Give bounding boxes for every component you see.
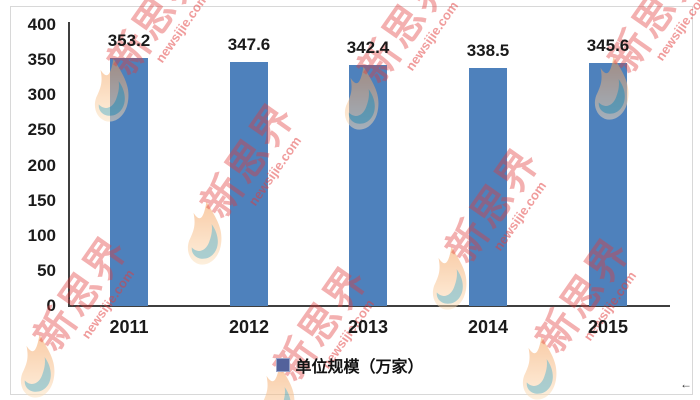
y-tick-label: 200 — [27, 155, 56, 175]
value-label: 338.5 — [466, 41, 510, 61]
value-label: 345.6 — [586, 36, 630, 56]
y-tick-label: 150 — [27, 190, 56, 210]
legend-label: 单位规模（万家） — [295, 359, 424, 376]
y-tick-label: 0 — [46, 296, 56, 315]
x-tick-label: 2013 — [347, 317, 389, 337]
y-tick-label: 50 — [37, 260, 56, 280]
legend: 单位规模（万家） — [0, 354, 700, 376]
x-axis-line — [68, 305, 670, 307]
y-tick-label: 100 — [27, 225, 56, 245]
bar-2013 — [349, 65, 387, 306]
legend-marker-icon — [276, 358, 291, 372]
y-tick-label: 400 — [27, 15, 56, 34]
watermark-logo: 新思界 newsijie.com — [321, 0, 479, 135]
x-tick-label: 2012 — [228, 317, 270, 337]
y-tick-label: 250 — [27, 120, 56, 140]
bar-2011 — [110, 57, 148, 306]
watermark-logo: 新思界 newsijie.com — [71, 0, 229, 127]
bar-2012 — [230, 61, 268, 306]
bar-2014 — [469, 68, 507, 306]
value-label: 353.2 — [107, 30, 151, 50]
y-tick-label: 350 — [27, 50, 56, 70]
x-tick-label: 2011 — [109, 317, 149, 337]
watermark-domain-text: newsijie.com — [652, 0, 700, 64]
y-tick-label: 300 — [27, 85, 56, 105]
value-label: 347.6 — [227, 34, 271, 54]
watermark-domain-text: newsijie.com — [402, 0, 461, 74]
value-label: 342.4 — [346, 38, 390, 58]
cursor-arrow-icon: ← — [680, 377, 692, 391]
bar-2015 — [589, 63, 627, 306]
x-tick-label: 2014 — [467, 317, 509, 337]
y-axis-line — [68, 22, 70, 307]
x-tick-label: 2015 — [587, 317, 629, 337]
